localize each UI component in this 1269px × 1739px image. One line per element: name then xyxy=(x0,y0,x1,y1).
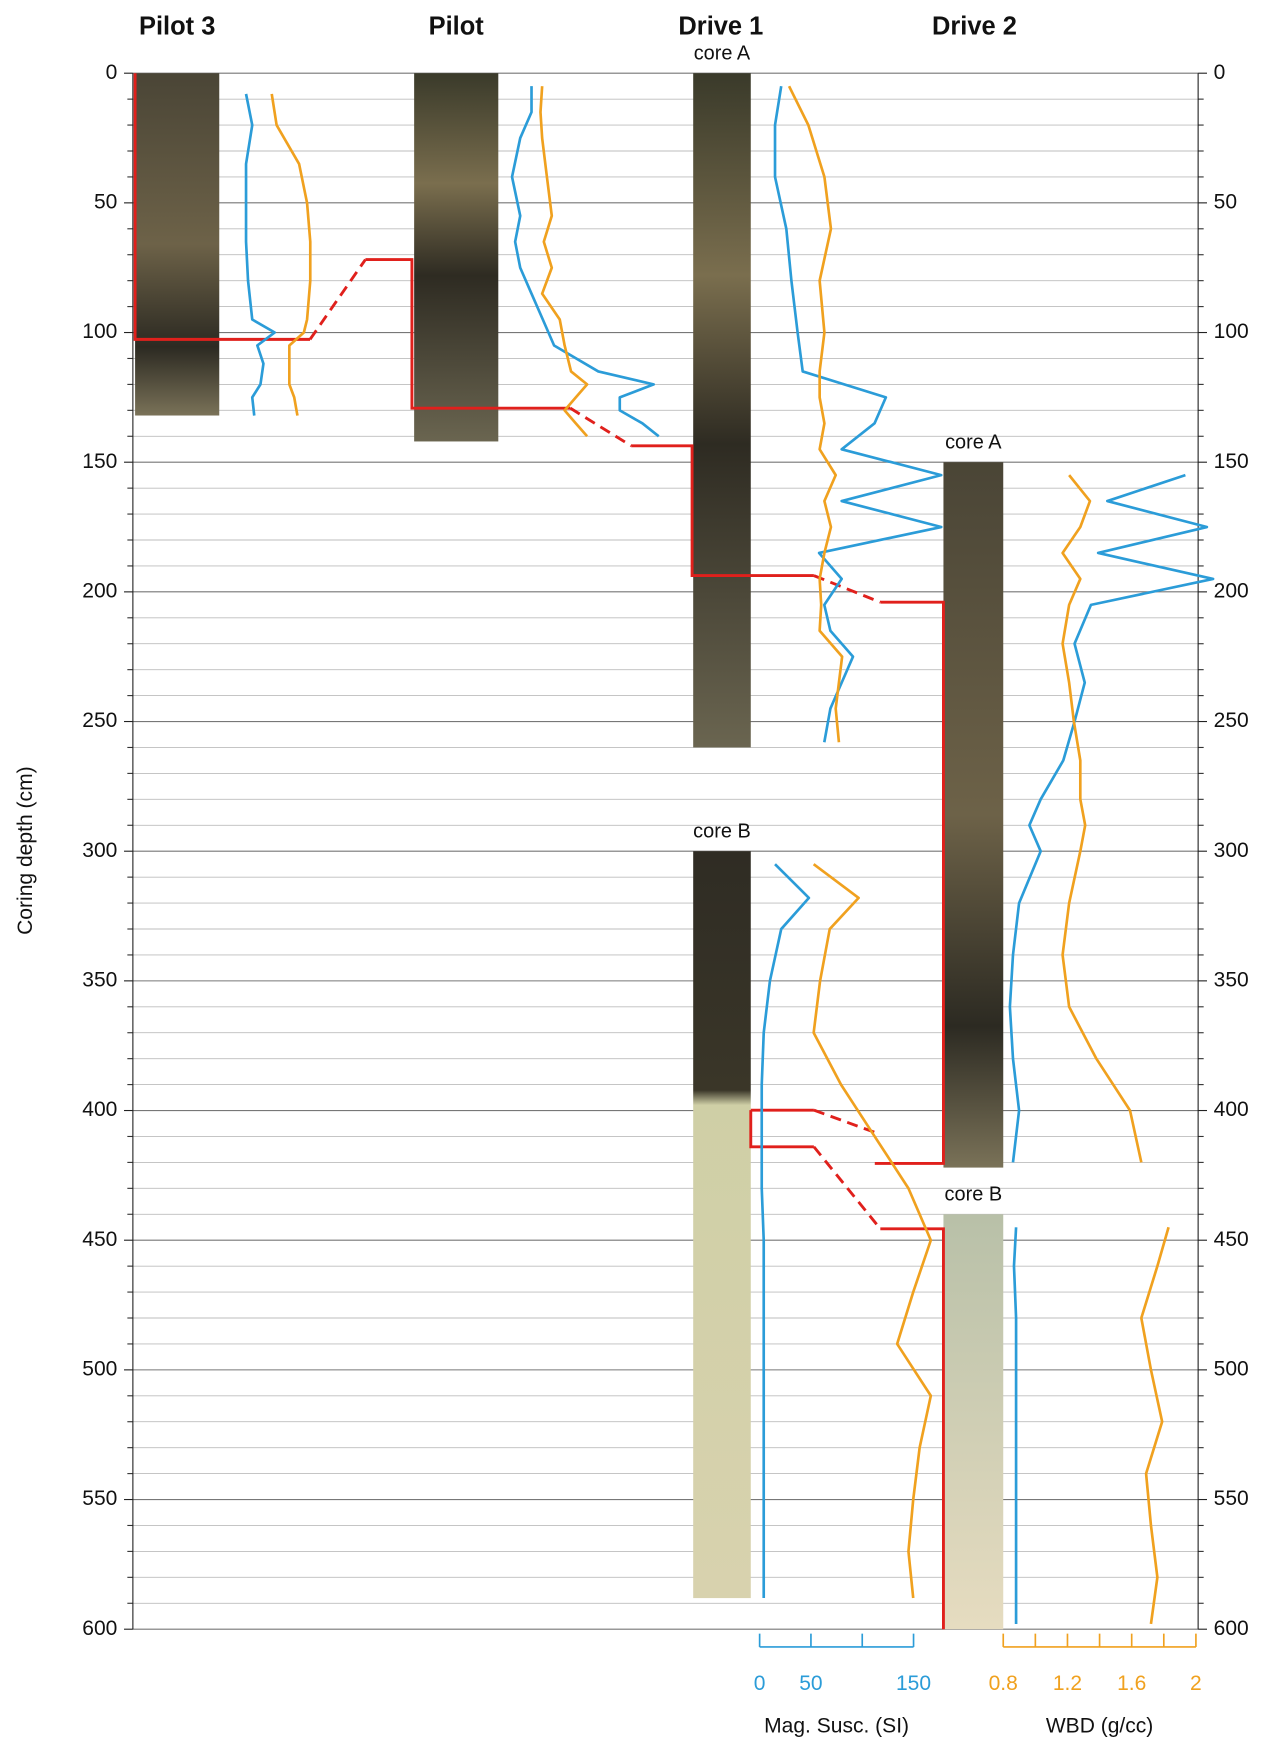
y-tick-label: 100 xyxy=(82,320,117,343)
correlation-lines xyxy=(133,73,945,1630)
y-tick-label: 400 xyxy=(82,1098,117,1121)
mag-susc-line xyxy=(760,863,811,1599)
y-tick-label: 550 xyxy=(82,1487,117,1510)
scale-tick-label: 0 xyxy=(754,1672,766,1695)
y-tick-label: 500 xyxy=(1214,1357,1249,1380)
y-tick-label: 600 xyxy=(82,1617,117,1640)
y-tick-label: 250 xyxy=(82,709,117,732)
y-tick-label: 350 xyxy=(82,968,117,991)
wbd-line xyxy=(1061,474,1143,1163)
grid: 0 0 50 50 100 100 150 150 200 200 250 250 300 300 350 3… xyxy=(82,61,1248,1640)
scale-tick-label: 0.8 xyxy=(989,1672,1018,1695)
scale-tick-label: 1.6 xyxy=(1117,1672,1146,1695)
core-section xyxy=(135,73,220,416)
y-tick-label: 50 xyxy=(1214,190,1237,213)
curves xyxy=(244,85,1215,1625)
y-tick-label: 0 xyxy=(106,61,118,84)
wbd-line xyxy=(270,93,312,416)
wbd-line xyxy=(539,86,589,438)
mag-susc-line xyxy=(1012,1227,1018,1624)
y-tick-label: 550 xyxy=(1214,1487,1249,1510)
column-title: Pilot xyxy=(429,12,485,40)
wbd-line xyxy=(1139,1226,1170,1625)
mag-susc-line xyxy=(773,85,943,743)
scale-title: WBD (g/cc) xyxy=(1046,1714,1153,1737)
y-tick-label: 350 xyxy=(1214,968,1249,991)
cores: core A core B core A core B xyxy=(135,43,1004,1630)
core-section xyxy=(943,462,1004,1168)
y-tick-label: 300 xyxy=(1214,839,1249,862)
tie-line xyxy=(308,258,882,1230)
y-tick-label: 450 xyxy=(1214,1228,1249,1251)
mag-susc-line xyxy=(510,86,660,438)
y-tick-label: 600 xyxy=(1214,1617,1249,1640)
wbd-line xyxy=(787,85,844,743)
mag-susc-line xyxy=(1008,473,1215,1163)
y-tick-label: 150 xyxy=(82,450,117,473)
y-tick-label: 250 xyxy=(1214,709,1249,732)
splice-line xyxy=(133,73,945,1630)
mag-susc-line xyxy=(244,93,277,416)
y-tick-label: 100 xyxy=(1214,320,1249,343)
wbd-line xyxy=(812,863,933,1599)
scales: 0 50 150 Mag. Susc. (SI) 0.8 1.2 1.6 2 WBD (g/cc… xyxy=(754,1633,1202,1737)
scale-tick-label: 150 xyxy=(896,1672,931,1695)
y-tick-label: 200 xyxy=(1214,579,1249,602)
y-tick-label: 200 xyxy=(82,579,117,602)
scale-tick-label: 50 xyxy=(799,1672,822,1695)
core-label: core B xyxy=(945,1184,1003,1206)
scale-tick-label: 2 xyxy=(1190,1672,1202,1695)
scale-title: Mag. Susc. (SI) xyxy=(764,1714,909,1737)
y-tick-label: 50 xyxy=(94,190,117,213)
y-tick-label: 0 xyxy=(1214,61,1226,84)
core-section xyxy=(693,73,751,748)
y-tick-label: 500 xyxy=(82,1357,117,1380)
column-title: Drive 1 xyxy=(678,12,763,40)
column-title: Drive 2 xyxy=(932,12,1017,40)
column-title: Pilot 3 xyxy=(139,12,215,40)
core-label: core A xyxy=(694,43,751,65)
core-label: core B xyxy=(693,821,751,843)
core-section xyxy=(414,73,499,442)
core-label: core A xyxy=(945,432,1002,454)
y-tick-label: 400 xyxy=(1214,1098,1249,1121)
y-tick-label: 150 xyxy=(1214,450,1249,473)
y-tick-label: 300 xyxy=(82,839,117,862)
core-section xyxy=(943,1214,1004,1630)
y-axis-label: Coring depth (cm) xyxy=(14,766,37,935)
core-section xyxy=(693,851,751,1599)
scale-tick-label: 1.2 xyxy=(1053,1672,1082,1695)
y-tick-label: 450 xyxy=(82,1228,117,1251)
